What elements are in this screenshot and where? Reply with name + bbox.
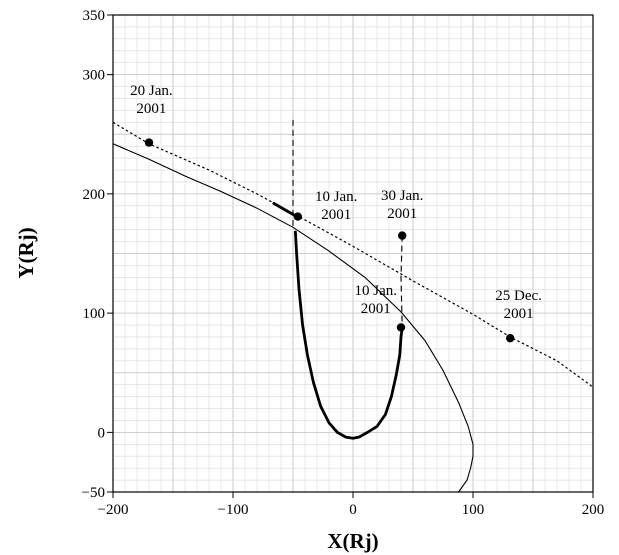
x-tick-label: 200 — [582, 502, 605, 518]
date-label-line: 25 Dec. — [495, 288, 542, 304]
date-label-line: 20 Jan. — [130, 83, 173, 99]
series-line-3-solid-thick — [293, 230, 404, 440]
date-label-line: 2001 — [361, 301, 391, 317]
date-point-2 — [293, 212, 302, 221]
date-label-2: 10 Jan. 2001 — [315, 189, 358, 223]
y-tick-label: −50 — [82, 485, 105, 501]
x-tick-label: −100 — [218, 502, 249, 518]
series-line-6-dashed — [400, 235, 403, 326]
series-group — [112, 119, 594, 493]
x-tick-label: 0 — [349, 502, 357, 518]
date-label-1: 20 Jan. 2001 — [130, 83, 173, 117]
series-line-2-dotted — [112, 121, 594, 388]
date-point-3 — [398, 231, 407, 240]
y-tick-label: 200 — [83, 187, 106, 203]
date-label-line: 2001 — [387, 206, 417, 222]
grid — [112, 14, 594, 493]
date-label-4: 10 Jan. 2001 — [355, 283, 398, 317]
y-tick-label: 0 — [98, 425, 106, 441]
x-axis-title: X(Rj) — [327, 529, 378, 553]
y-tick-label: 100 — [83, 306, 106, 322]
date-point-1 — [144, 138, 154, 147]
ticks-group: −200 −100 0 100 200 −50 0 100 200 300 350 — [82, 8, 605, 518]
date-label-line: 30 Jan. — [381, 188, 424, 204]
date-label-line: 10 Jan. — [355, 283, 398, 299]
date-label-line: 10 Jan. — [315, 189, 358, 205]
y-tick-label: 350 — [83, 8, 106, 24]
date-label-5: 25 Dec. 2001 — [495, 288, 542, 322]
date-label-line: 2001 — [321, 207, 351, 223]
date-label-line: 2001 — [504, 306, 534, 322]
y-axis-title: Y(Rj) — [14, 227, 38, 278]
y-tick-label: 300 — [83, 68, 106, 84]
date-point-4 — [396, 323, 406, 332]
date-label-3: 30 Jan. 2001 — [381, 188, 424, 222]
date-label-line: 2001 — [136, 101, 166, 117]
series-line-1-solid-thin — [112, 143, 474, 493]
x-tick-label: 100 — [462, 502, 485, 518]
date-point-5 — [506, 333, 515, 343]
x-tick-label: −200 — [98, 502, 129, 518]
